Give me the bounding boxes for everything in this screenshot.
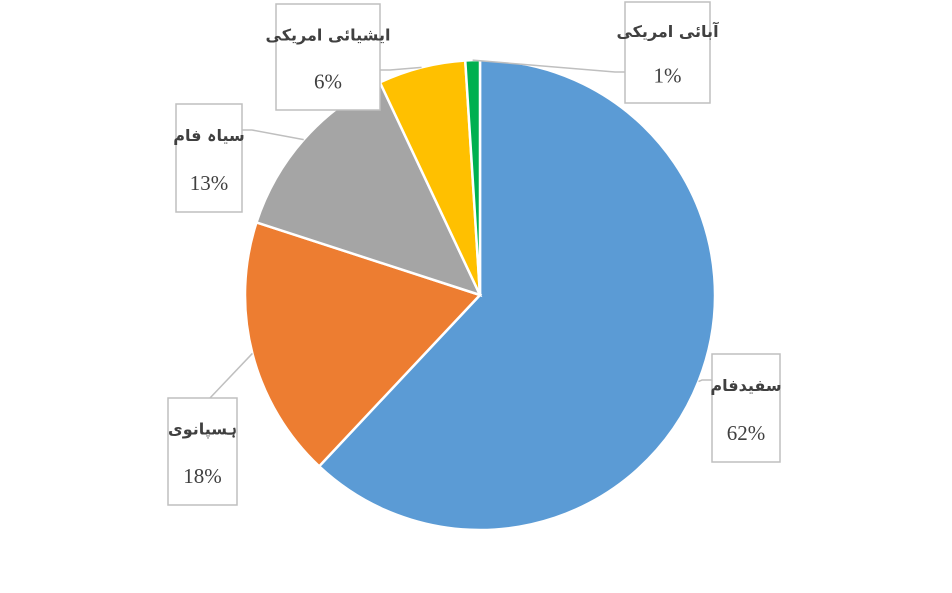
slice-label: ایشیائی امریکی [266,25,391,44]
callout-box [275,3,381,111]
slice-label: سفیدفام [710,376,781,395]
value-label: 13% [190,171,229,195]
value-label: 62% [727,421,766,445]
pie-slice [243,220,483,469]
leader-line [698,379,712,383]
leader-line [209,352,253,399]
value-label: 1% [654,64,682,88]
leader-line [472,59,625,73]
slice-label: سیاہ فام [173,126,244,145]
pie-slice [317,58,717,532]
callout-box [175,103,243,213]
value-label: 18% [183,464,222,488]
slice-label: آبائی امریکی [616,21,719,41]
callout-box [167,397,238,506]
leader-line [242,129,304,141]
leader-line [380,66,422,71]
callout-box [624,1,711,104]
slice-label: ہسپانوی [168,420,237,440]
value-label: 6% [314,69,342,93]
callout-box [711,353,781,463]
